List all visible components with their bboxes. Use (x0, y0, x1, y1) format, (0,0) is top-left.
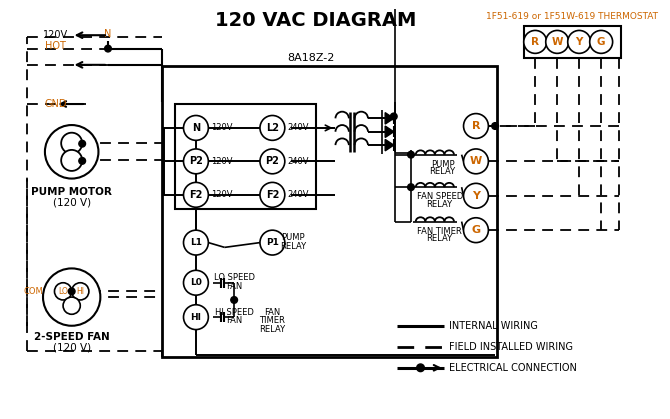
Text: RELAY: RELAY (427, 200, 453, 209)
Text: 2-SPEED FAN: 2-SPEED FAN (34, 332, 110, 342)
Text: G: G (597, 37, 606, 47)
Text: P1: P1 (266, 238, 279, 247)
Circle shape (54, 283, 72, 300)
Text: F2: F2 (189, 190, 202, 200)
Text: R: R (472, 121, 480, 131)
Text: FAN: FAN (264, 308, 281, 317)
Text: 8A18Z-2: 8A18Z-2 (287, 53, 334, 63)
Circle shape (230, 297, 237, 303)
Circle shape (567, 31, 591, 53)
Text: L1: L1 (190, 238, 202, 247)
Text: 1F51-619 or 1F51W-619 THERMOSTAT: 1F51-619 or 1F51W-619 THERMOSTAT (486, 12, 659, 21)
Circle shape (68, 288, 75, 295)
Text: RELAY: RELAY (429, 167, 456, 176)
Text: RELAY: RELAY (259, 325, 285, 334)
Circle shape (260, 182, 285, 207)
Circle shape (184, 182, 208, 207)
Circle shape (417, 364, 424, 372)
Text: FAN SPEED: FAN SPEED (417, 192, 463, 201)
Text: Y: Y (576, 37, 583, 47)
Polygon shape (385, 113, 394, 124)
Circle shape (43, 269, 100, 326)
Circle shape (61, 133, 82, 154)
Text: R: R (531, 37, 539, 47)
Text: 120V: 120V (211, 190, 232, 199)
Text: W: W (551, 37, 563, 47)
Circle shape (184, 270, 208, 295)
Text: 240V: 240V (287, 157, 309, 166)
Circle shape (407, 151, 414, 158)
Text: RELAY: RELAY (280, 242, 306, 251)
Text: FAN TIMER: FAN TIMER (417, 227, 462, 235)
Circle shape (546, 31, 569, 53)
Text: (120 V): (120 V) (53, 197, 90, 207)
Text: Y: Y (472, 191, 480, 201)
Circle shape (61, 150, 82, 171)
Circle shape (407, 184, 414, 191)
Text: RELAY: RELAY (427, 234, 453, 243)
Circle shape (184, 305, 208, 330)
Circle shape (184, 230, 208, 255)
Polygon shape (385, 126, 394, 137)
Text: 240V: 240V (287, 190, 309, 199)
Circle shape (260, 116, 285, 140)
Circle shape (260, 149, 285, 174)
Bar (175, 104, 316, 209)
Text: G: G (472, 225, 480, 235)
Circle shape (464, 218, 488, 243)
Bar (524, 26, 621, 58)
Circle shape (464, 114, 488, 138)
Circle shape (184, 149, 208, 174)
Circle shape (63, 297, 80, 314)
Text: 120 VAC DIAGRAM: 120 VAC DIAGRAM (214, 11, 416, 30)
Circle shape (524, 31, 547, 53)
Text: 240V: 240V (287, 124, 309, 132)
Text: PUMP: PUMP (281, 233, 306, 242)
Text: N: N (192, 123, 200, 133)
Circle shape (492, 123, 498, 129)
Text: TIMER: TIMER (259, 316, 285, 326)
Circle shape (105, 45, 111, 52)
Text: 120V: 120V (211, 157, 232, 166)
Text: 120V: 120V (211, 124, 232, 132)
Text: LO SPEED: LO SPEED (214, 274, 255, 282)
Circle shape (391, 113, 397, 120)
Text: P2: P2 (265, 156, 279, 166)
Text: FAN: FAN (226, 282, 243, 291)
Text: L0: L0 (190, 278, 202, 287)
Text: L2: L2 (266, 123, 279, 133)
Circle shape (464, 184, 488, 208)
Text: 120V: 120V (43, 30, 68, 40)
Circle shape (590, 31, 612, 53)
Circle shape (464, 149, 488, 174)
Text: (120 V): (120 V) (53, 343, 90, 353)
Text: COM: COM (23, 287, 43, 296)
Bar (163, 66, 497, 357)
Text: FAN: FAN (226, 316, 243, 326)
Text: FIELD INSTALLED WIRING: FIELD INSTALLED WIRING (449, 342, 574, 352)
Circle shape (72, 283, 89, 300)
Text: W: W (470, 156, 482, 166)
Text: HI SPEED: HI SPEED (214, 308, 253, 317)
Text: N: N (105, 29, 112, 39)
Text: F2: F2 (266, 190, 279, 200)
Circle shape (45, 125, 98, 178)
Text: GND: GND (45, 99, 68, 109)
Polygon shape (385, 140, 394, 151)
Text: PUMP: PUMP (431, 160, 454, 169)
Text: ELECTRICAL CONNECTION: ELECTRICAL CONNECTION (449, 363, 577, 373)
Text: HI: HI (76, 287, 84, 296)
Text: PUMP MOTOR: PUMP MOTOR (31, 187, 112, 197)
Text: INTERNAL WIRING: INTERNAL WIRING (449, 321, 538, 331)
Text: HI: HI (190, 313, 202, 322)
Circle shape (260, 230, 285, 255)
Text: P2: P2 (189, 156, 203, 166)
Circle shape (79, 158, 86, 164)
Text: LO: LO (58, 287, 68, 296)
Text: HOT: HOT (45, 41, 66, 51)
Circle shape (184, 116, 208, 140)
Circle shape (79, 140, 86, 147)
